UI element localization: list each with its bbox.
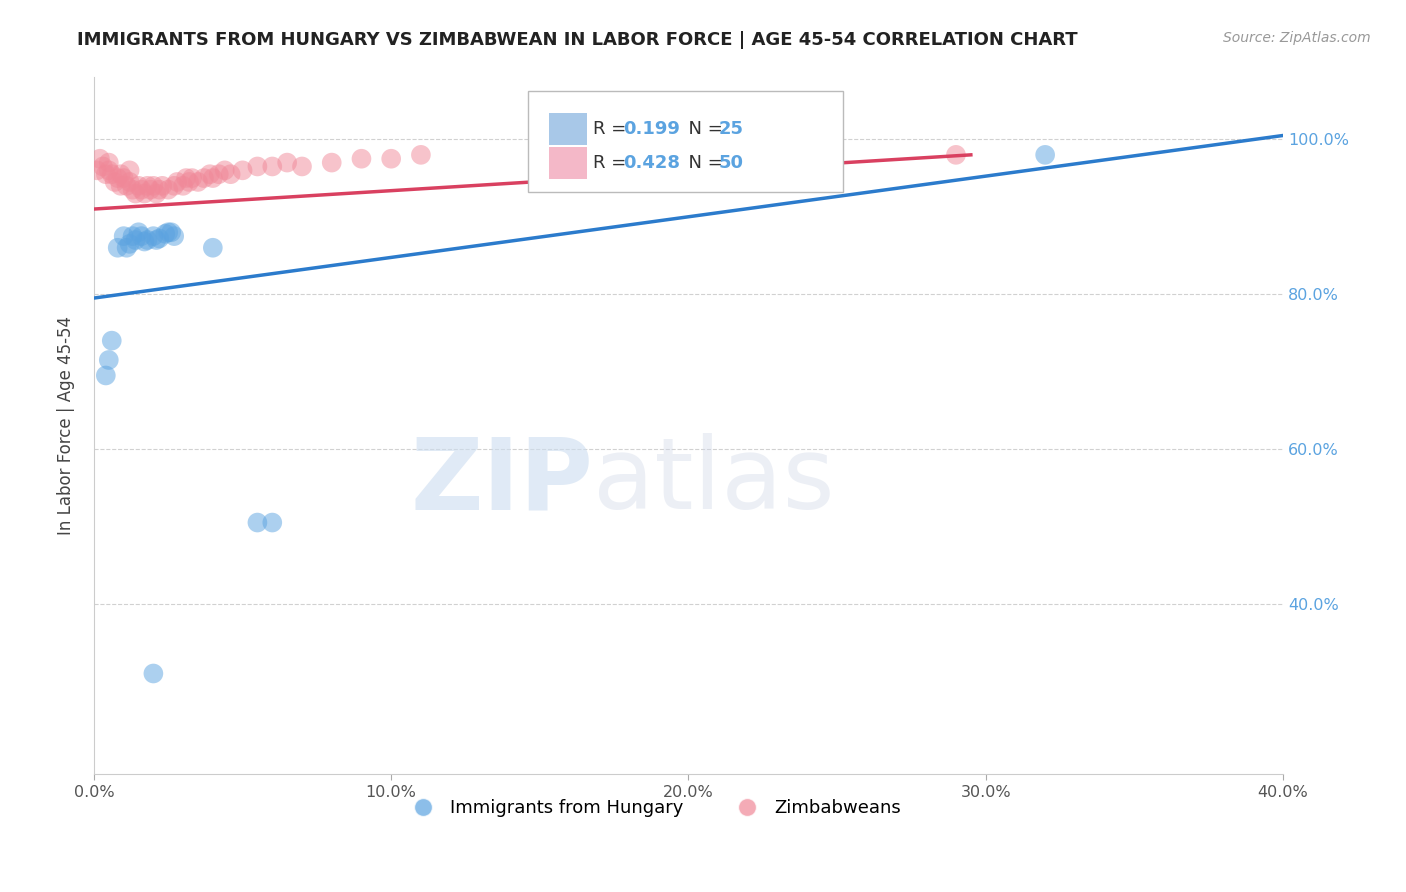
Legend: Immigrants from Hungary, Zimbabweans: Immigrants from Hungary, Zimbabweans (398, 792, 908, 824)
Point (134, 235, 156, 249)
Point (107, 171, 129, 186)
Point (97, 155, 120, 169)
Point (110, 178, 132, 193)
Text: IMMIGRANTS FROM HUNGARY VS ZIMBABWEAN IN LABOR FORCE | AGE 45-54 CORRELATION CHA: IMMIGRANTS FROM HUNGARY VS ZIMBABWEAN IN… (77, 31, 1078, 49)
Point (110, 167, 132, 181)
Point (208, 167, 231, 181)
Point (201, 171, 224, 186)
Point (107, 241, 129, 255)
Point (115, 241, 138, 255)
Point (150, 178, 173, 193)
Point (172, 178, 194, 193)
Point (350, 152, 373, 166)
Y-axis label: In Labor Force | Age 45-54: In Labor Force | Age 45-54 (58, 317, 75, 535)
Point (232, 163, 254, 178)
Point (124, 186, 146, 201)
Point (214, 163, 236, 178)
Point (409, 148, 432, 162)
Point (136, 178, 159, 193)
Point (145, 233, 167, 247)
Point (291, 160, 314, 174)
Point (148, 231, 170, 245)
FancyBboxPatch shape (550, 113, 588, 145)
Point (321, 155, 343, 169)
Point (163, 178, 186, 193)
Point (91, 160, 114, 174)
Text: R =: R = (593, 120, 633, 138)
Point (219, 167, 242, 181)
Point (131, 229, 153, 244)
Point (118, 236, 141, 251)
Point (128, 178, 150, 193)
Point (157, 183, 180, 197)
Text: Source: ZipAtlas.com: Source: ZipAtlas.com (1223, 31, 1371, 45)
Point (262, 160, 284, 174)
Point (174, 171, 197, 186)
Point (97, 353, 120, 368)
Point (131, 183, 153, 197)
Point (246, 516, 269, 530)
Point (945, 148, 967, 162)
Point (118, 163, 141, 178)
Point (121, 229, 143, 244)
Point (246, 160, 269, 174)
Point (86, 163, 108, 178)
Point (166, 175, 188, 189)
Point (94, 368, 117, 383)
Text: 50: 50 (718, 154, 744, 172)
Point (187, 175, 209, 189)
Point (380, 152, 402, 166)
Text: atlas: atlas (593, 433, 835, 530)
Text: 0.428: 0.428 (623, 154, 681, 172)
Point (100, 334, 122, 348)
Point (163, 229, 186, 244)
FancyBboxPatch shape (527, 91, 844, 193)
Point (142, 229, 165, 244)
Point (104, 175, 127, 189)
Text: 25: 25 (718, 120, 744, 138)
Text: R =: R = (593, 154, 633, 172)
Point (94, 167, 117, 181)
Point (142, 666, 165, 681)
Point (139, 183, 162, 197)
Point (155, 227, 177, 241)
Point (121, 183, 143, 197)
Point (118, 175, 141, 189)
Point (142, 178, 165, 193)
Text: N =: N = (676, 120, 728, 138)
Point (262, 516, 284, 530)
Point (276, 155, 298, 169)
Point (112, 229, 135, 244)
Point (181, 171, 204, 186)
Point (136, 233, 159, 247)
Point (177, 175, 200, 189)
Point (89, 152, 111, 166)
Point (148, 183, 170, 197)
Point (128, 225, 150, 239)
Text: N =: N = (676, 154, 728, 172)
Point (112, 171, 135, 186)
Text: 0.199: 0.199 (623, 120, 681, 138)
Point (100, 167, 122, 181)
Point (157, 225, 180, 239)
Point (193, 171, 215, 186)
Point (145, 186, 167, 201)
Point (124, 233, 146, 247)
Point (160, 225, 183, 239)
Text: ZIP: ZIP (411, 433, 593, 530)
FancyBboxPatch shape (550, 147, 588, 179)
Point (201, 241, 224, 255)
Point (134, 186, 156, 201)
Point (115, 178, 138, 193)
Point (97, 163, 120, 178)
Point (1033, 148, 1056, 162)
Point (198, 167, 221, 181)
